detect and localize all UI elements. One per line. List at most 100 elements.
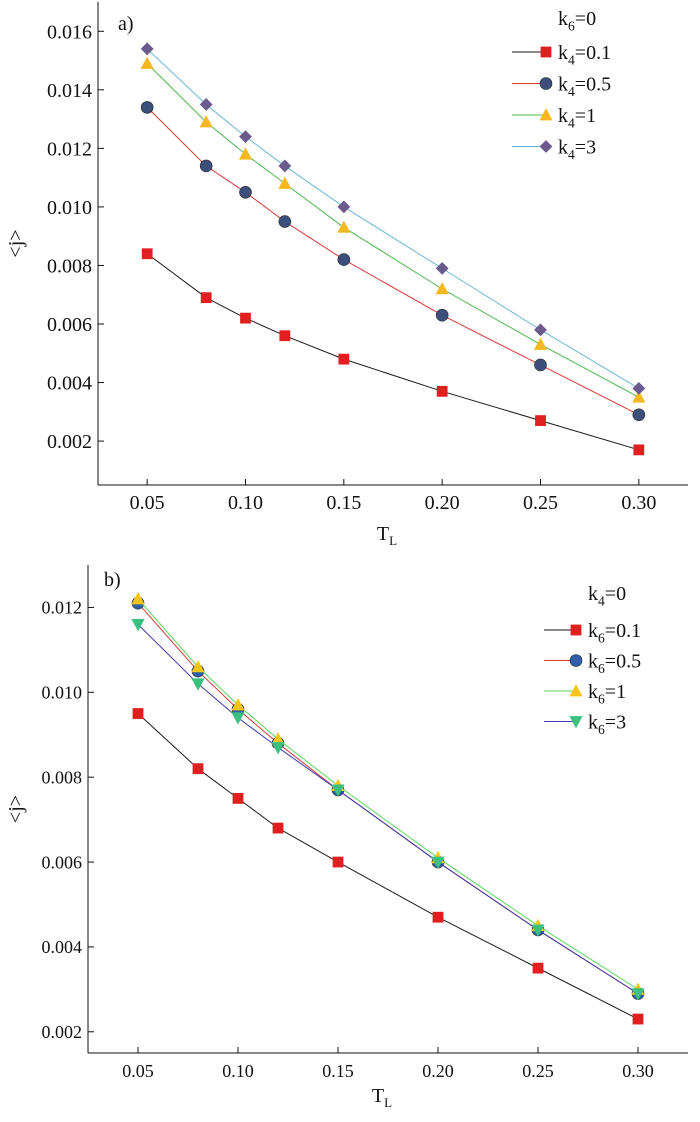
- data-point: [231, 698, 245, 711]
- legend-header-base: k: [588, 583, 598, 605]
- series-2: [140, 56, 646, 403]
- data-point: [199, 115, 213, 128]
- legend-marker: [569, 716, 583, 729]
- legend-item: k4=0.5: [512, 74, 611, 100]
- x-axis-title-sub: L: [384, 1095, 392, 1110]
- legend-header-sub: 4: [598, 594, 605, 609]
- data-point: [191, 678, 205, 691]
- series-line: [146, 48, 640, 389]
- data-point: [279, 330, 291, 342]
- x-tick-label: 0.30: [621, 492, 656, 514]
- panel-label: b): [104, 569, 121, 591]
- legend: k4=0k6=0.1k6=0.5k6=1k6=3: [544, 583, 641, 737]
- legend-item: k6=0.1: [544, 620, 641, 646]
- x-tick-label: 0.15: [326, 492, 361, 514]
- data-point: [432, 911, 444, 923]
- data-point: [431, 856, 445, 869]
- legend-marker: [569, 684, 583, 697]
- data-point: [532, 962, 544, 974]
- legend-label-tail: =0.5: [605, 651, 641, 673]
- data-point: [436, 385, 448, 397]
- legend-header-sub: 6: [568, 19, 575, 34]
- data-point: [132, 708, 144, 719]
- series-3: [140, 42, 646, 395]
- data-point: [331, 784, 345, 797]
- legend-header-tail: =0: [575, 8, 596, 30]
- legend-label-tail: =1: [605, 681, 626, 703]
- legend-label-sub: 6: [598, 631, 605, 646]
- data-point: [199, 98, 213, 111]
- data-point: [534, 358, 547, 372]
- data-point: [632, 382, 646, 395]
- legend-header: k4=0: [588, 583, 626, 609]
- series-line: [137, 598, 639, 990]
- data-point: [271, 732, 285, 745]
- x-tick-label: 0.10: [222, 1061, 254, 1081]
- data-point: [278, 215, 292, 228]
- legend-label-sub: 4: [568, 147, 575, 162]
- data-point: [200, 292, 212, 304]
- legend-label: k6=3: [588, 712, 626, 738]
- x-axis-title-base: T: [377, 523, 389, 545]
- x-tick-label: 0.20: [425, 492, 460, 514]
- data-point: [239, 130, 252, 144]
- data-point: [272, 822, 284, 834]
- legend-label-base: k: [588, 651, 598, 673]
- series-line: [137, 602, 639, 995]
- series-line: [146, 253, 639, 451]
- x-tick-label: 0.05: [122, 1061, 154, 1081]
- legend-marker: [539, 140, 553, 153]
- x-tick-label: 0.15: [322, 1061, 354, 1081]
- y-tick-label: 0.002: [47, 431, 92, 453]
- legend-header-tail: =0: [605, 583, 626, 605]
- data-point: [140, 101, 154, 114]
- x-axis-title: TL: [372, 1085, 392, 1110]
- series-2: [131, 592, 645, 995]
- legend-label-sub: 6: [598, 692, 605, 707]
- series-1: [131, 596, 645, 1000]
- data-point: [337, 253, 351, 266]
- legend-label-base: k: [558, 74, 568, 96]
- legend-label-base: k: [558, 137, 568, 159]
- legend-label: k4=0.5: [558, 74, 611, 100]
- legend-label-sub: 4: [568, 116, 575, 131]
- data-point: [271, 742, 285, 755]
- y-tick-label: 0.010: [47, 197, 92, 219]
- x-tick-label: 0.25: [522, 1061, 554, 1081]
- y-tick-label: 0.012: [47, 138, 92, 160]
- data-point: [435, 281, 449, 295]
- legend-label-sub: 6: [598, 661, 605, 676]
- panel-a: 0.002 0.004 0.006 0.008 0.010 0.012 0.014 0.016…: [5, 2, 688, 548]
- data-point: [192, 763, 204, 775]
- legend-label-tail: =3: [605, 712, 626, 734]
- legend-label-base: k: [588, 620, 598, 642]
- data-point: [534, 323, 547, 337]
- series-line: [146, 107, 640, 416]
- legend-label-tail: =3: [575, 137, 596, 159]
- legend-item: k4=1: [512, 105, 596, 131]
- legend-label: k6=1: [588, 681, 626, 707]
- data-point: [140, 56, 154, 69]
- legend-header-base: k: [558, 8, 568, 30]
- legend-header: k6=0: [558, 8, 596, 34]
- legend-label-base: k: [588, 681, 598, 703]
- data-point: [191, 659, 205, 673]
- legend-marker: [539, 77, 553, 90]
- series-0: [141, 248, 645, 456]
- legend-label-tail: =0.1: [605, 620, 641, 642]
- data-point: [232, 792, 244, 804]
- data-point: [632, 408, 646, 422]
- legend-item: k4=3: [512, 137, 596, 162]
- legend-label-base: k: [588, 712, 598, 734]
- data-point: [531, 924, 545, 937]
- legend-label-sub: 6: [598, 722, 605, 737]
- y-tick-label: 0.010: [42, 683, 83, 703]
- y-tick-label: 0.004: [47, 373, 92, 395]
- series-0: [132, 708, 644, 1025]
- legend-label: k6=0.5: [588, 651, 641, 677]
- legend: k6=0k4=0.1k4=0.5k4=1k4=3: [512, 8, 611, 162]
- y-tick-label: 0.004: [42, 937, 83, 957]
- panel-b: 0.002 0.004 0.006 0.008 0.010 0.012 0.05 0.10 0.…: [5, 565, 688, 1110]
- legend-label: k4=0.1: [558, 42, 611, 68]
